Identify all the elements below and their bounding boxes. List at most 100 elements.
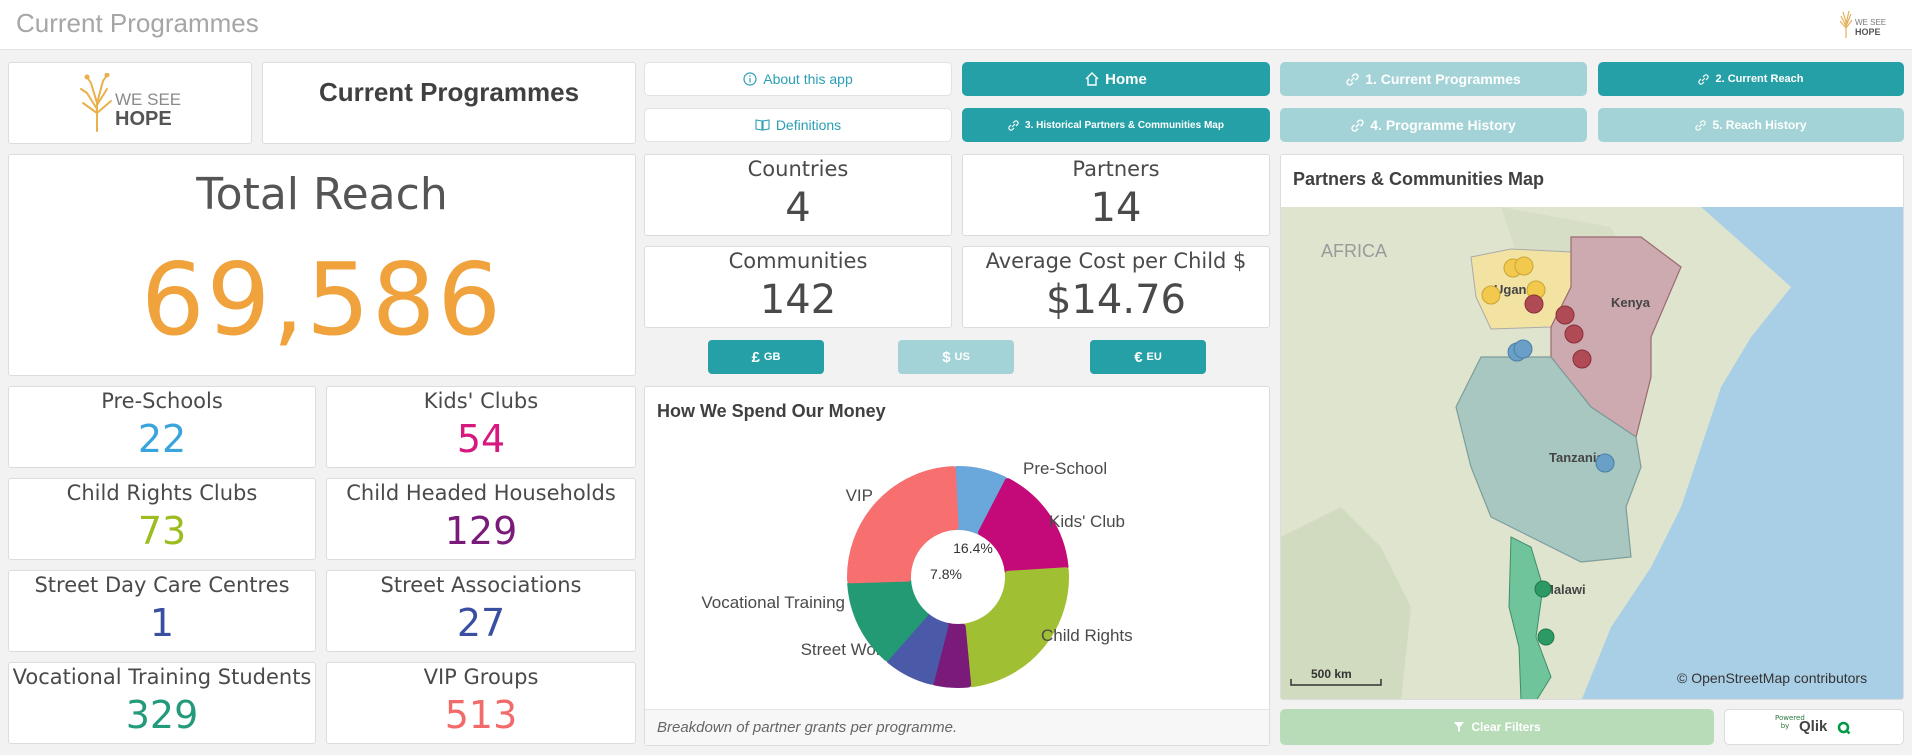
- reach-history-button[interactable]: 5. Reach History: [1598, 108, 1904, 142]
- total-reach-card[interactable]: Total Reach 69,586: [8, 154, 636, 376]
- donut-slice[interactable]: [961, 567, 1069, 688]
- donut-slice-label: Vocational Training: [701, 593, 845, 612]
- countries-card[interactable]: Countries 4: [644, 154, 952, 236]
- historical-map-button[interactable]: 3. Historical Partners & Communities Map: [962, 108, 1270, 142]
- donut-slice-label: Street Work: [801, 640, 891, 659]
- link-icon: [1008, 119, 1019, 131]
- qlik-q-icon: [1837, 721, 1851, 735]
- avg-cost-label: Average Cost per Child $: [985, 249, 1247, 273]
- clear-filters-button[interactable]: Clear Filters: [1280, 709, 1714, 745]
- total-reach-label: Total Reach: [196, 169, 448, 220]
- programme-kpi-card[interactable]: Pre-Schools 22: [8, 386, 316, 468]
- we-see-hope-logo: WE SEE HOPE: [80, 73, 181, 132]
- currency-button-us[interactable]: $ US: [898, 340, 1014, 374]
- programme-kpi-card[interactable]: VIP Groups 513: [326, 662, 636, 744]
- donut-percent-label: 7.8%: [930, 566, 962, 582]
- donut-slice-label: VIP: [846, 486, 873, 505]
- donut-slice[interactable]: [886, 612, 949, 685]
- page-heading-card: Current Programmes: [262, 62, 636, 144]
- about-button[interactable]: About this app: [644, 62, 952, 96]
- donut-slice[interactable]: [847, 577, 928, 662]
- programme-kpi-value: 1: [149, 601, 175, 645]
- programme-kpi-card[interactable]: Street Associations 27: [326, 570, 636, 652]
- countries-label: Countries: [747, 157, 849, 181]
- donut-slice[interactable]: [847, 466, 959, 584]
- spend-chart-card[interactable]: How We Spend Our Money Pre-School Kids' C…: [644, 386, 1270, 746]
- donut-percent-label: 16.4%: [953, 540, 993, 556]
- communities-card[interactable]: Communities 142: [644, 246, 952, 328]
- home-icon: [1085, 72, 1099, 86]
- currency-button-eu[interactable]: € EU: [1090, 340, 1206, 374]
- programme-kpi-label: Street Associations: [380, 573, 582, 597]
- powered-by: Powered by: [1775, 714, 1805, 730]
- indian-ocean: [1581, 207, 1903, 699]
- programme-kpi-value: 73: [137, 509, 187, 553]
- partners-card[interactable]: Partners 14: [962, 154, 1270, 236]
- programme-kpi-card[interactable]: Vocational Training Students 329: [8, 662, 316, 744]
- clear-filters-label: Clear Filters: [1471, 720, 1541, 734]
- current-programmes-button[interactable]: 1. Current Programmes: [1280, 62, 1587, 96]
- programme-kpi-label: Vocational Training Students: [12, 665, 312, 689]
- map-markers[interactable]: [1481, 256, 1615, 646]
- tanzania-region: [1455, 356, 1642, 563]
- programme-kpi-label: Child Rights Clubs: [66, 481, 258, 505]
- logo-card: WE SEE HOPE: [8, 62, 252, 144]
- map-label-kenya: Kenya: [1611, 295, 1651, 310]
- map-card[interactable]: Partners & Communities Map AFRICA Uganda…: [1280, 154, 1904, 700]
- current-programmes-button-label: 1. Current Programmes: [1365, 71, 1521, 87]
- donut-slice[interactable]: [953, 466, 1008, 535]
- programme-kpi-value: 329: [125, 693, 199, 737]
- book-icon: [755, 119, 770, 131]
- programme-kpi-label: Kids' Clubs: [423, 389, 539, 413]
- filter-icon: [1454, 722, 1465, 732]
- donut-slice-label: Child Rights: [1041, 626, 1133, 645]
- current-reach-button-label: 2. Current Reach: [1715, 73, 1804, 85]
- historical-map-button-label: 3. Historical Partners & Communities Map: [1025, 119, 1224, 131]
- communities-value: 142: [759, 277, 837, 323]
- programme-kpi-label: Child Headed Households: [346, 481, 616, 505]
- current-reach-button[interactable]: 2. Current Reach: [1598, 62, 1904, 96]
- programme-kpi-value: 54: [456, 417, 506, 461]
- programme-kpi-value: 513: [444, 693, 518, 737]
- total-reach-value: 69,586: [141, 241, 503, 358]
- map-label-africa: AFRICA: [1321, 241, 1387, 261]
- svg-text:HOPE: HOPE: [1855, 27, 1881, 37]
- spend-donut-chart[interactable]: Pre-School Kids' Club Child Rights Street W…: [645, 427, 1271, 697]
- programme-history-button-label: 4. Programme History: [1370, 117, 1516, 133]
- reach-history-button-label: 5. Reach History: [1712, 118, 1807, 132]
- app-title: Current Programmes: [16, 8, 259, 38]
- about-button-label: About this app: [763, 71, 853, 87]
- programme-kpi-label: VIP Groups: [423, 665, 539, 689]
- avg-cost-value: $14.76: [1046, 277, 1186, 323]
- map-scale: 500 km: [1290, 667, 1382, 686]
- programme-kpi-card[interactable]: Kids' Clubs 54: [326, 386, 636, 468]
- link-icon: [1698, 73, 1710, 85]
- programme-kpi-card[interactable]: Street Day Care Centres 1: [8, 570, 316, 652]
- definitions-button-label: Definitions: [775, 117, 842, 133]
- programme-kpi-card[interactable]: Child Rights Clubs 73: [8, 478, 316, 560]
- svg-text:WE SEE: WE SEE: [1855, 18, 1886, 27]
- qlik-badge[interactable]: Powered by Qlik: [1724, 709, 1904, 745]
- countries-value: 4: [785, 185, 811, 231]
- partners-map[interactable]: AFRICA Uganda Kenya Tanzania Malawi 500 …: [1281, 207, 1904, 700]
- brand-line2: HOPE: [115, 108, 172, 130]
- app-title-bar: Current Programmes WE SEE HOPE: [0, 0, 1912, 50]
- home-button[interactable]: Home: [962, 62, 1270, 96]
- avg-cost-card[interactable]: Average Cost per Child $ $14.76: [962, 246, 1270, 328]
- donut-slice-label: Pre-School: [1023, 459, 1107, 478]
- link-icon: [1351, 118, 1364, 132]
- qlik-logo: Qlik: [1799, 718, 1828, 735]
- programme-history-button[interactable]: 4. Programme History: [1280, 108, 1587, 142]
- donut-slice[interactable]: [977, 478, 1069, 576]
- currency-button-gb[interactable]: £ GB: [708, 340, 824, 374]
- programme-kpi-card[interactable]: Child Headed Households 129: [326, 478, 636, 560]
- we-see-hope-logo-small: WE SEE HOPE: [1839, 10, 1886, 38]
- home-button-label: Home: [1105, 70, 1147, 88]
- partners-label: Partners: [1072, 157, 1160, 181]
- communities-label: Communities: [728, 249, 868, 273]
- map-attribution[interactable]: © OpenStreetMap contributors: [1677, 670, 1867, 686]
- definitions-button[interactable]: Definitions: [644, 108, 952, 142]
- programme-kpi-label: Street Day Care Centres: [34, 573, 290, 597]
- map-title: Partners & Communities Map: [1293, 169, 1545, 189]
- link-icon: [1695, 119, 1707, 131]
